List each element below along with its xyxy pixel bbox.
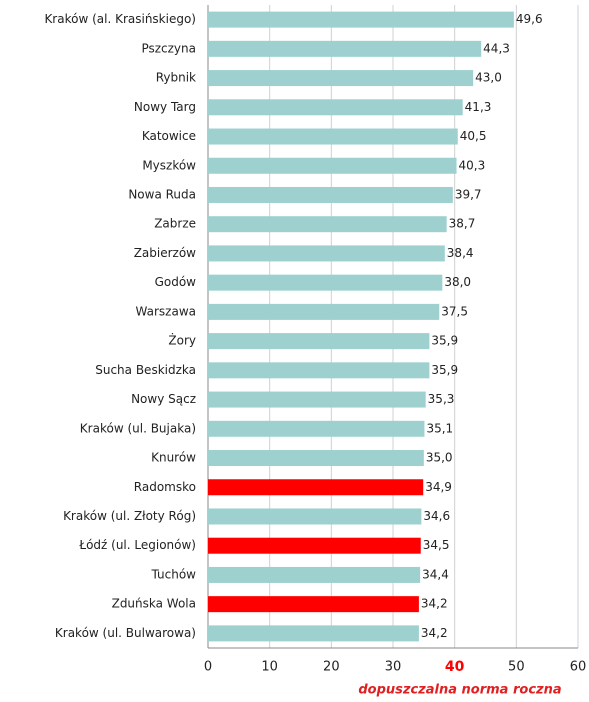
bar	[208, 596, 419, 613]
y-tick-label: Katowice	[142, 129, 196, 143]
data-label: 38,7	[449, 217, 476, 231]
bar	[208, 508, 422, 525]
y-tick-label: Nowy Targ	[134, 100, 196, 114]
bar	[208, 186, 453, 203]
y-tick-label: Zabrze	[154, 217, 196, 231]
data-label: 35,3	[428, 392, 455, 406]
y-tick-label: Godów	[155, 275, 197, 289]
y-tick-label: Zabierzów	[134, 246, 196, 260]
data-label: 49,6	[516, 12, 543, 26]
bar	[208, 362, 430, 379]
x-tick-label: 60	[570, 660, 587, 675]
bar	[208, 303, 440, 320]
y-tick-label: Łódź (ul. Legionów)	[78, 538, 196, 552]
bar	[208, 333, 430, 350]
data-label: 43,0	[475, 71, 502, 85]
x-tick-label: 50	[508, 660, 525, 675]
bar	[208, 11, 514, 28]
bar	[208, 420, 425, 437]
data-label: 35,9	[431, 363, 458, 377]
annotation: dopuszczalna norma roczna	[358, 683, 561, 698]
x-tick-label: 10	[261, 660, 278, 675]
data-label: 35,0	[426, 451, 453, 465]
bar	[208, 537, 421, 554]
data-label: 34,5	[423, 538, 450, 552]
y-tick-label: Tuchów	[151, 567, 197, 581]
data-label: 40,3	[459, 158, 486, 172]
x-tick-label: 0	[204, 660, 212, 675]
x-tick-label: 20	[323, 660, 340, 675]
bar	[208, 566, 421, 583]
data-label: 38,4	[447, 246, 474, 260]
y-tick-label: Kraków (al. Krasińskiego)	[44, 12, 196, 26]
data-label: 35,1	[426, 421, 453, 435]
bar	[208, 40, 482, 57]
data-label: 34,2	[421, 626, 448, 640]
x-tick-label: 40	[445, 659, 465, 675]
y-tick-label: Nowa Ruda	[128, 187, 196, 201]
y-tick-label: Kraków (ul. Złoty Róg)	[63, 509, 196, 523]
y-tick-label: Sucha Beskidzka	[95, 363, 196, 377]
data-label: 34,6	[423, 509, 450, 523]
bar	[208, 245, 445, 262]
data-label: 44,3	[483, 41, 510, 55]
y-tick-label: Żory	[168, 333, 196, 348]
bar	[208, 450, 424, 467]
bar	[208, 625, 419, 642]
data-label: 39,7	[455, 187, 482, 201]
y-tick-label: Radomsko	[134, 480, 196, 494]
bar	[208, 391, 426, 408]
data-label: 34,9	[425, 480, 452, 494]
data-label: 40,5	[460, 129, 487, 143]
y-tick-label: Kraków (ul. Bujaka)	[80, 421, 196, 435]
y-tick-label: Kraków (ul. Bulwarowa)	[55, 626, 196, 640]
bar	[208, 99, 463, 116]
y-tick-label: Pszczyna	[141, 41, 196, 55]
y-tick-label: Knurów	[151, 451, 196, 465]
data-label: 34,4	[422, 567, 449, 581]
data-label: 35,9	[431, 334, 458, 348]
data-label: 41,3	[465, 100, 492, 114]
data-label: 34,2	[421, 597, 448, 611]
bar	[208, 479, 424, 496]
bar	[208, 274, 443, 291]
bar	[208, 70, 474, 87]
bar	[208, 128, 458, 145]
y-tick-label: Zduńska Wola	[112, 597, 196, 611]
y-tick-label: Myszków	[142, 158, 196, 172]
data-label: 38,0	[444, 275, 471, 289]
y-tick-label: Rybnik	[156, 71, 196, 85]
y-tick-label: Nowy Sącz	[131, 392, 196, 406]
x-tick-label: 30	[385, 660, 402, 675]
y-tick-label: Warszawa	[136, 304, 196, 318]
bar	[208, 157, 457, 174]
bar	[208, 216, 447, 233]
data-label: 37,5	[441, 304, 468, 318]
